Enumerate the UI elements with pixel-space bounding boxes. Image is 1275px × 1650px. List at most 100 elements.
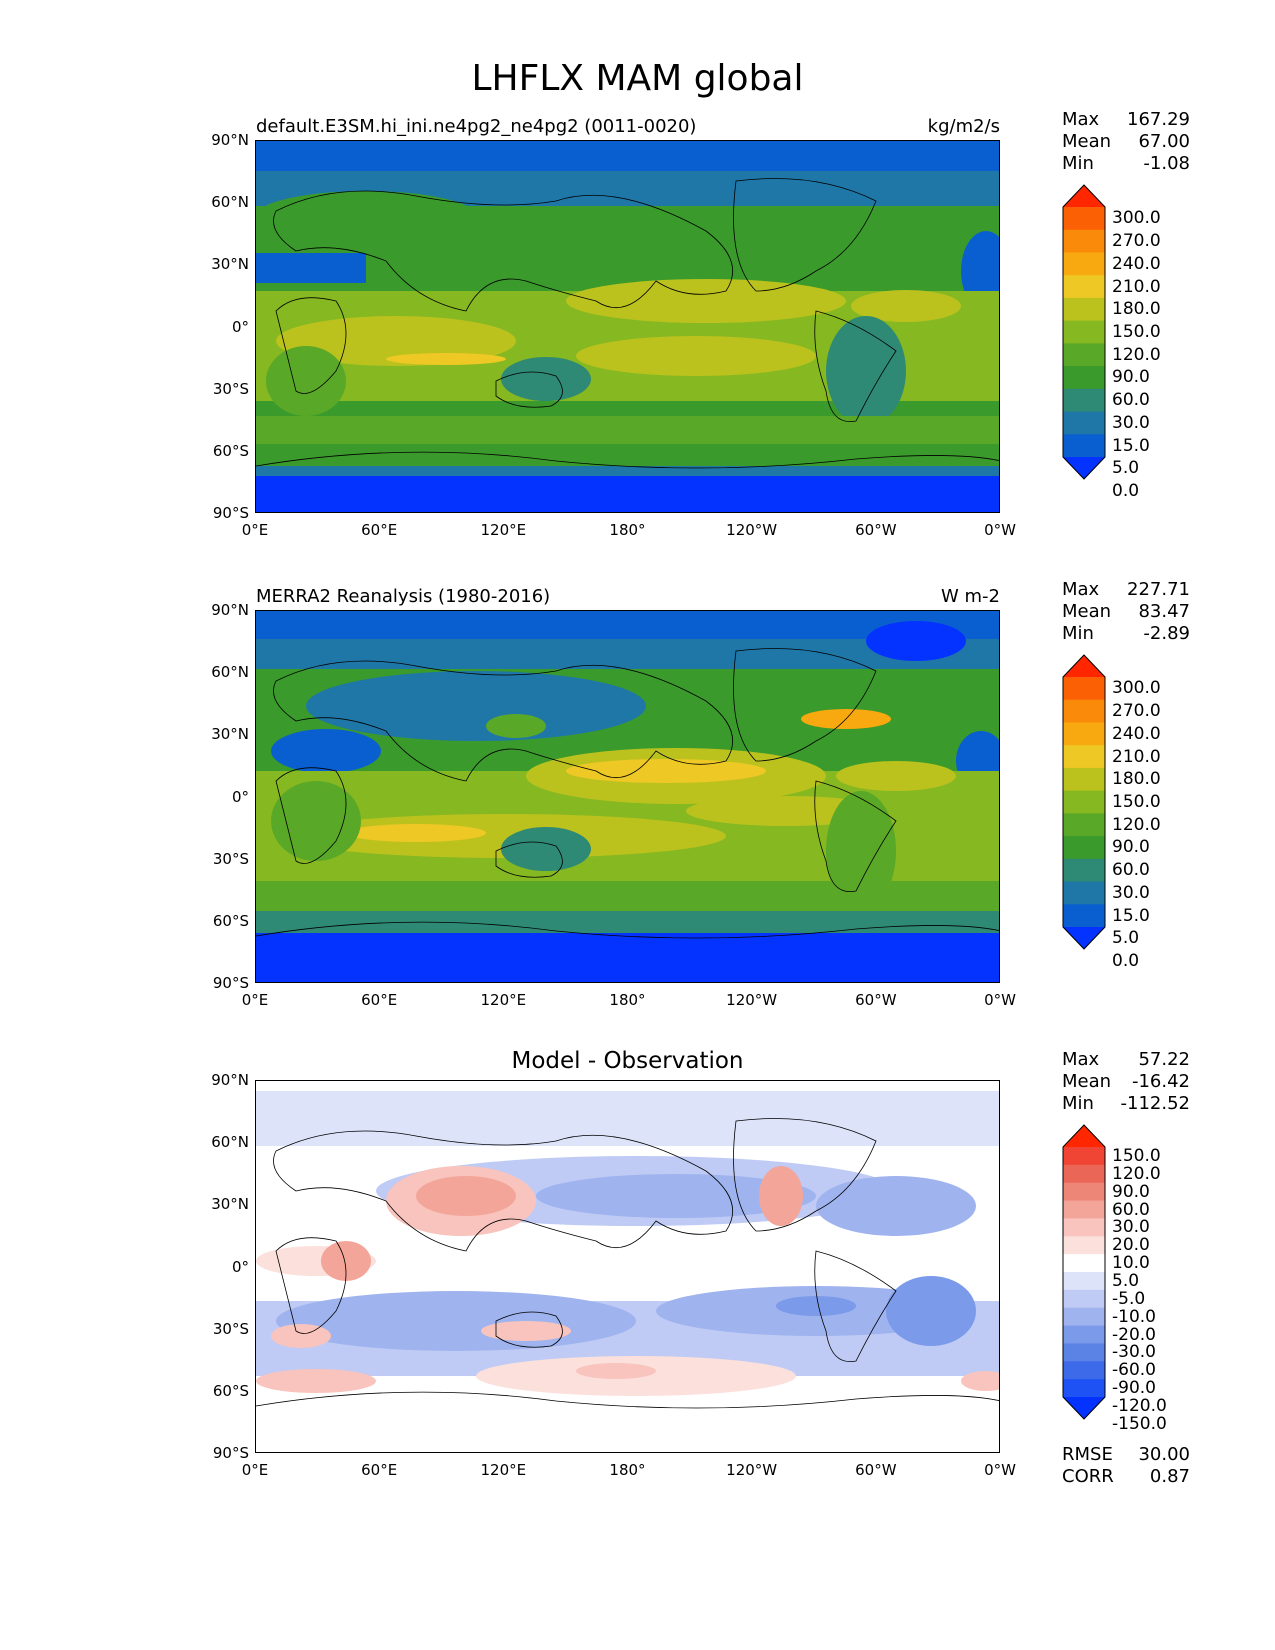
y-tick-label: 60°N — [211, 1133, 249, 1152]
colorbar-segment — [1063, 1289, 1105, 1309]
colorbar-segment — [1063, 790, 1105, 814]
panel-difference-stats: Max 57.22 Mean -16.42 Min -112.52 — [1062, 1049, 1190, 1115]
colorbar-segment — [1063, 229, 1105, 253]
y-tick-label: 60°N — [211, 193, 249, 212]
colorbar-segment — [1063, 1254, 1105, 1273]
colorbar-segment — [1063, 677, 1105, 701]
panel-model-units: kg/m2/s — [927, 116, 1000, 137]
max-value: 57.22 — [1138, 1049, 1190, 1070]
panel-observation: MERRA2 Reanalysis (1980-2016) W m-2 — [0, 579, 1275, 1026]
colorbar-tick-label: 5.0 — [1112, 928, 1140, 949]
y-tick-label: 30°N — [211, 255, 249, 274]
colorbar-difference — [1062, 1124, 1110, 1424]
colorbar-tick-label: 180.0 — [1112, 769, 1161, 790]
colorbar-segment — [1063, 343, 1105, 367]
x-tick-label: 60°W — [855, 521, 897, 539]
colorbar-segment — [1063, 722, 1105, 746]
colorbar-segment — [1063, 1379, 1105, 1398]
colorbar-tick-label: 30.0 — [1112, 412, 1150, 433]
rmse-label: RMSE — [1062, 1444, 1113, 1465]
max-label: Max — [1062, 109, 1100, 130]
y-tick-label: 90°S — [212, 1444, 249, 1462]
y-tick-label: 60°N — [211, 663, 249, 682]
panel-model-stats: Max 167.29 Mean 67.00 Min -1.08 — [1062, 109, 1190, 175]
panel-difference: Model - Observation — [0, 1048, 1275, 1496]
colorbar-outline — [1062, 654, 1106, 950]
min-value: -1.08 — [1143, 153, 1190, 174]
min-label: Min — [1062, 623, 1094, 644]
colorbar-extend-bottom — [1063, 457, 1105, 479]
colorbar-tick-label: 20.0 — [1112, 1235, 1150, 1256]
colorbar-tick-label: 150.0 — [1112, 1145, 1161, 1166]
colorbar-tick-label: 180.0 — [1112, 299, 1161, 320]
x-tick-label: 60°E — [361, 1461, 398, 1479]
mean-label: Mean — [1062, 601, 1112, 622]
y-tick-label: 30°N — [211, 725, 249, 744]
y-tick-label: 0° — [231, 787, 249, 806]
colorbar-segment — [1063, 1182, 1105, 1202]
colorbar-segment — [1063, 388, 1105, 413]
max-value: 167.29 — [1127, 109, 1190, 130]
colorbar-tick-label: 90.0 — [1112, 1181, 1150, 1202]
colorbar-segment — [1063, 699, 1105, 723]
colorbar-tick-label: 210.0 — [1112, 746, 1161, 767]
colorbar-segment — [1063, 1218, 1105, 1237]
panel-difference-title: Model - Observation — [511, 1048, 744, 1074]
colorbar-tick-label: 30.0 — [1112, 1217, 1150, 1238]
colorbar-tick-label: 120.0 — [1112, 814, 1161, 835]
x-tick-label: 60°E — [361, 521, 398, 539]
y-tick-label: 30°S — [212, 379, 249, 398]
colorbar-segment — [1063, 1361, 1105, 1380]
colorbar-segment — [1063, 881, 1105, 905]
colorbar-tick-label: 270.0 — [1112, 701, 1161, 722]
panel-model-title: default.E3SM.hi_ini.ne4pg2_ne4pg2 (0011-… — [256, 116, 697, 137]
colorbar-tick-label: 0.0 — [1112, 481, 1140, 502]
colorbar-segment — [1063, 1325, 1105, 1344]
colorbar-segment — [1063, 275, 1105, 299]
colorbar-extend-top — [1063, 185, 1105, 207]
colorbar-segment — [1063, 767, 1105, 792]
colorbar-tick-label: -60.0 — [1112, 1360, 1156, 1381]
x-tick-label: 60°W — [855, 1461, 897, 1479]
mean-value: 83.47 — [1138, 601, 1190, 622]
mean-label: Mean — [1062, 1071, 1112, 1092]
x-tick-label: 60°W — [855, 991, 897, 1009]
colorbar-extend-top — [1063, 655, 1105, 677]
colorbar-tick-label: 90.0 — [1112, 837, 1150, 858]
max-value: 227.71 — [1127, 579, 1190, 600]
max-label: Max — [1062, 579, 1100, 600]
y-tick-label: 90°S — [212, 974, 249, 992]
colorbar-tick-label: -10.0 — [1112, 1306, 1156, 1327]
x-tick-label: 120°E — [480, 521, 527, 539]
x-tick-label: 0°W — [984, 1461, 1016, 1479]
colorbar-segment — [1063, 858, 1105, 883]
x-tick-label: 60°E — [361, 991, 398, 1009]
colorbar-tick-label: 15.0 — [1112, 435, 1150, 456]
panel-observation-stats: Max 227.71 Mean 83.47 Min -2.89 — [1062, 579, 1190, 645]
x-tick-label: 120°E — [480, 1461, 527, 1479]
map-difference — [255, 1080, 1000, 1453]
colorbar-tick-label: 240.0 — [1112, 723, 1161, 744]
colorbar-tick-label: 300.0 — [1112, 678, 1161, 699]
x-tick-label: 0°E — [241, 521, 269, 539]
y-tick-label: 90°S — [212, 504, 249, 522]
colorbar-tick-label: 0.0 — [1112, 951, 1140, 972]
colorbar-observation — [1062, 654, 1110, 954]
colorbar-segment — [1063, 1307, 1105, 1327]
y-tick-label: 60°S — [212, 911, 249, 930]
colorbar-tick-label: 300.0 — [1112, 208, 1161, 229]
y-tick-label: 30°S — [212, 849, 249, 868]
colorbar-segment — [1063, 745, 1105, 769]
x-tick-label: 0°E — [241, 1461, 269, 1479]
x-tick-label: 0°W — [984, 991, 1016, 1009]
colorbar-tick-label: -30.0 — [1112, 1342, 1156, 1363]
colorbar-tick-label: 15.0 — [1112, 905, 1150, 926]
mean-value: 67.00 — [1138, 131, 1190, 152]
mean-value: -16.42 — [1131, 1071, 1190, 1092]
colorbar-segment — [1063, 252, 1105, 276]
y-tick-label: 0° — [231, 1257, 249, 1276]
colorbar-segment — [1063, 434, 1105, 458]
corr-label: CORR — [1062, 1466, 1114, 1487]
min-label: Min — [1062, 1093, 1094, 1114]
colorbar-segment — [1063, 411, 1105, 435]
